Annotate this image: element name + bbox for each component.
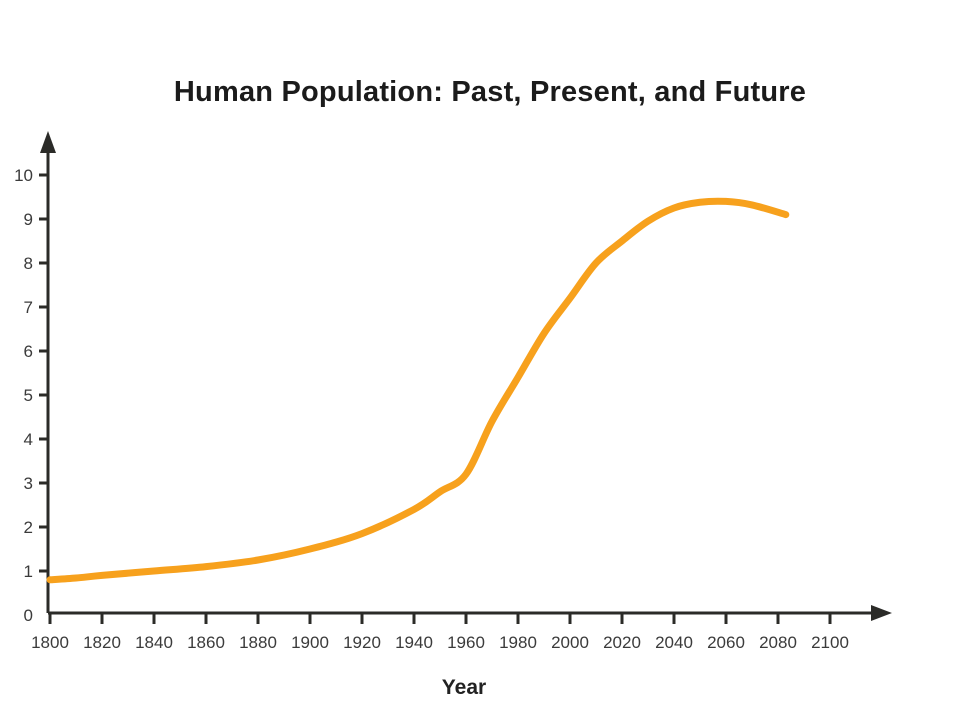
y-tick-label: 5 [24, 386, 33, 405]
x-tick-label: 1920 [343, 633, 381, 652]
y-tick-label: 10 [14, 166, 33, 185]
y-tick-label: 3 [24, 474, 33, 493]
x-tick-label: 1840 [135, 633, 173, 652]
y-tick-label: 0 [24, 606, 33, 625]
x-tick-label: 2000 [551, 633, 589, 652]
series-layer [46, 197, 790, 584]
x-axis-ticks: 1800 1820 1840 1860 1880 1900 1920 1940 1960 1980… [31, 613, 849, 652]
y-tick-label: 9 [24, 210, 33, 229]
x-tick-label: 1980 [499, 633, 537, 652]
x-axis-arrow-icon [871, 605, 892, 621]
chart-title: Human Population: Past, Present, and Fut… [173, 76, 807, 108]
axes [40, 131, 892, 621]
x-tick-label: 1940 [395, 633, 433, 652]
y-axis-ticks: 0 1 2 3 4 5 6 7 8 9 10 [14, 166, 50, 625]
x-tick-label: 2020 [603, 633, 641, 652]
x-tick-label: 2040 [655, 633, 693, 652]
x-tick-label: 1900 [291, 633, 329, 652]
x-tick-label: 2080 [759, 633, 797, 652]
population-curve [46, 197, 790, 584]
y-tick-label: 8 [24, 254, 33, 273]
y-tick-label: 6 [24, 342, 33, 361]
x-tick-label: 2100 [811, 633, 849, 652]
y-tick-label: 2 [24, 518, 33, 537]
x-tick-label: 1800 [31, 633, 69, 652]
y-axis-arrow-icon [40, 131, 56, 153]
x-tick-label: 1880 [239, 633, 277, 652]
x-tick-label: 2060 [707, 633, 745, 652]
x-axis-label: Year [441, 676, 487, 699]
y-tick-label: 7 [24, 298, 33, 317]
x-tick-label: 1820 [83, 633, 121, 652]
y-tick-label: 1 [24, 562, 33, 581]
x-tick-label: 1860 [187, 633, 225, 652]
x-tick-label: 1960 [447, 633, 485, 652]
y-tick-label: 4 [24, 430, 33, 449]
